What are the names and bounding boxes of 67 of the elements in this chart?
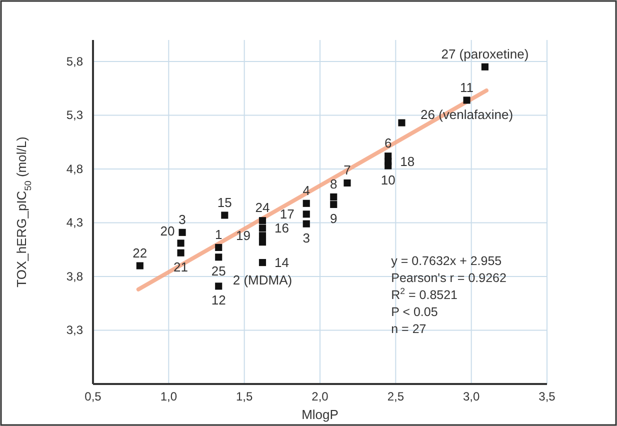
annotation: 3 [178,212,186,227]
annotation: 3 [302,230,310,246]
annotation: 12 [211,292,226,308]
point [463,96,470,104]
x-axis-title: MlogP [302,407,338,422]
annotation: 25 [211,264,226,279]
annotation: 22 [132,245,148,260]
point [258,232,266,240]
point [481,63,488,70]
annotation: n = 27 [391,322,426,336]
annotation: 8 [330,176,338,192]
annotation: 20 [160,224,175,239]
y-tick-label: 5,3 [66,108,84,122]
point [177,240,184,247]
annotation: Pearson's r = 0.9262 [391,271,506,285]
annotation: 7 [344,162,351,178]
point [221,212,228,219]
point [258,238,266,246]
annotation: 1 [214,227,222,242]
y-tick-label: 3,8 [66,269,84,284]
annotation: 2 (MDMA) [232,272,292,288]
y-tick-label: 4,8 [66,162,84,176]
x-tick-label: 2,5 [387,390,404,404]
point [398,119,406,126]
point [258,224,266,232]
point [215,282,222,290]
point [330,193,338,200]
annotation: 27 (paroxetine) [441,46,529,62]
annotation: 17 [280,206,294,222]
point [177,249,184,256]
point [178,228,186,236]
annotation: 16 [274,220,289,236]
annotation: R$^{2}$ = 0.8521 [391,286,458,302]
annotation: 10 [380,172,396,188]
point [258,258,266,266]
x-tick-label: 0,5 [84,390,102,404]
point [302,200,310,207]
x-tick-label: 3,5 [538,390,556,404]
x-tick-label: 1,0 [160,390,178,404]
annotation: P < 0.05 [391,305,438,319]
point [384,162,392,170]
annotation: 21 [174,259,188,274]
annotation: 24 [255,200,270,216]
point [136,262,144,270]
annotation: y = 0.7632x + 2.955 [391,254,502,268]
point [258,217,266,224]
y-tick-label: 3,3 [66,323,84,338]
point [215,244,222,252]
point [215,254,222,261]
annotation: 9 [330,211,338,226]
point [302,210,310,218]
point [330,200,338,208]
annotation: 14 [274,255,289,270]
annotation: 18 [400,154,415,170]
y-tick-label: 4,3 [66,216,84,230]
x-tick-label: 2,0 [312,390,329,404]
annotation: 6 [384,136,392,151]
point [302,220,310,228]
x-tick-label: 1,5 [236,390,253,404]
point [344,179,351,187]
annotation: 15 [217,194,232,210]
annotation: 26 (venlafaxine) [420,106,514,122]
annotation: 4 [302,182,310,198]
x-tick-label: 3,0 [462,390,480,404]
annotation: 19 [236,228,250,244]
annotation: 11 [460,80,474,95]
y-tick-label: 5,8 [66,54,84,68]
